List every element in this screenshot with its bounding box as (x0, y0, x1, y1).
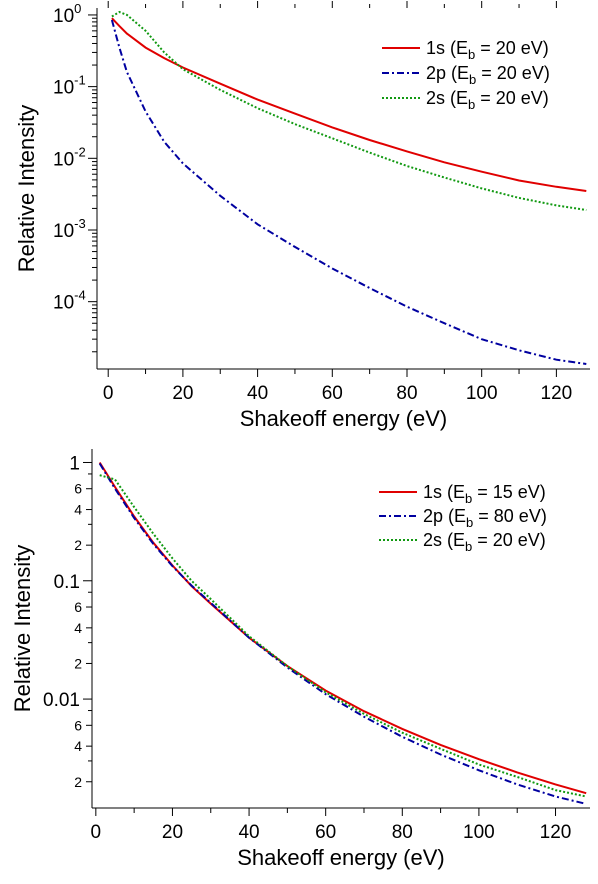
series-line-2p (110, 19, 587, 365)
x-tick-label: 20 (162, 822, 183, 843)
y-tick-label: 6 (74, 481, 82, 497)
legend-label-subscript: b (466, 515, 473, 530)
x-axis-title: Shakeoff energy (eV) (240, 406, 448, 431)
y-tick-label: 6 (74, 599, 82, 615)
series-line-1s (98, 461, 587, 795)
legend-label-subscript: b (465, 539, 472, 554)
legend-label-suffix: = 20 eV) (475, 88, 549, 108)
x-axis-title: Shakeoff energy (eV) (237, 845, 445, 870)
legend-label-text: 2s (E (426, 88, 468, 108)
y-tick-label: 0.01 (43, 690, 80, 711)
y-tick-exponent: -1 (74, 73, 86, 88)
y-tick-label: 6 (74, 717, 82, 733)
y-tick-exponent: 0 (74, 1, 81, 16)
legend-label-text: 2p (E (423, 506, 466, 526)
legend-label-text: 1s (E (423, 482, 465, 502)
y-tick-label: 4 (74, 738, 82, 754)
x-tick-label: 40 (247, 383, 268, 404)
y-tick-label: 10-2 (53, 144, 86, 170)
x-tick-label: 0 (103, 383, 114, 404)
y-axis-title: Relative Intensity (10, 545, 35, 713)
legend-label: 1s (Eb = 20 eV) (426, 38, 549, 62)
series-line-2s (99, 474, 587, 798)
y-tick-base: 10 (53, 293, 74, 314)
legend-label-suffix: = 20 eV) (476, 63, 550, 83)
legend-label-text: 1s (E (426, 38, 468, 58)
x-tick-label: 100 (466, 383, 498, 404)
y-tick-exponent: -4 (74, 288, 86, 303)
legend-label-suffix: = 15 eV) (472, 482, 546, 502)
y-tick-label: 2 (74, 774, 82, 790)
x-tick-label: 80 (396, 383, 417, 404)
y-tick-exponent: -3 (74, 216, 86, 231)
y-tick-label: 10-3 (53, 216, 86, 242)
legend-label-text: 2s (E (423, 530, 465, 550)
series-line-1s (111, 17, 587, 192)
x-tick-label: 120 (540, 822, 572, 843)
x-tick-label: 0 (91, 822, 102, 843)
legend-label-subscript: b (469, 72, 476, 87)
legend-label: 2p (Eb = 20 eV) (426, 63, 550, 87)
y-tick-label: 4 (74, 620, 82, 636)
legend-label-subscript: b (465, 491, 472, 506)
y-tick-label: 100 (53, 1, 81, 27)
x-tick-label: 60 (315, 822, 336, 843)
legend-label-text: 2p (E (426, 63, 469, 83)
legend-label: 2p (Eb = 80 eV) (423, 506, 547, 530)
x-tick-label: 20 (172, 383, 193, 404)
legend-label: 2s (Eb = 20 eV) (423, 530, 546, 554)
bottom-chart-panel: 0 20 40 60 80 100 120 1 6 4 2 0.1 6 4 2 0.01 6 4 2 Shakeoff… (10, 449, 590, 870)
y-tick-label: 10-1 (53, 73, 86, 99)
y-tick-label: 0.1 (54, 572, 80, 593)
legend-label-subscript: b (468, 47, 475, 62)
y-tick-exponent: -2 (74, 144, 86, 159)
x-tick-label: 40 (238, 822, 259, 843)
y-tick-base: 10 (53, 221, 74, 242)
y-axis-title: Relative Intensity (14, 105, 39, 273)
legend-label-suffix: = 20 eV) (472, 530, 546, 550)
y-tick-label: 10-4 (53, 288, 86, 314)
legend-label-suffix: = 20 eV) (475, 38, 549, 58)
x-tick-label: 120 (541, 383, 573, 404)
series-line-2p (98, 462, 587, 805)
y-tick-base: 10 (53, 78, 74, 99)
y-tick-label: 1 (69, 453, 80, 474)
x-tick-label: 60 (322, 383, 343, 404)
y-tick-base: 10 (53, 6, 74, 27)
x-tick-label: 100 (463, 822, 495, 843)
y-tick-label: 2 (74, 655, 82, 671)
legend-label-suffix: = 80 eV) (473, 506, 547, 526)
top-chart-panel: 0 20 40 60 80 100 12010010-110-210-310-4Shakeo… (14, 1, 590, 431)
legend-label-subscript: b (468, 97, 475, 112)
series-line-2s (111, 10, 587, 211)
y-tick-label: 4 (74, 502, 82, 518)
legend-label: 1s (Eb = 15 eV) (423, 482, 546, 506)
legend-label: 2s (Eb = 20 eV) (426, 88, 549, 112)
x-tick-label: 80 (392, 822, 413, 843)
y-tick-base: 10 (53, 149, 74, 170)
y-tick-label: 2 (74, 537, 82, 553)
